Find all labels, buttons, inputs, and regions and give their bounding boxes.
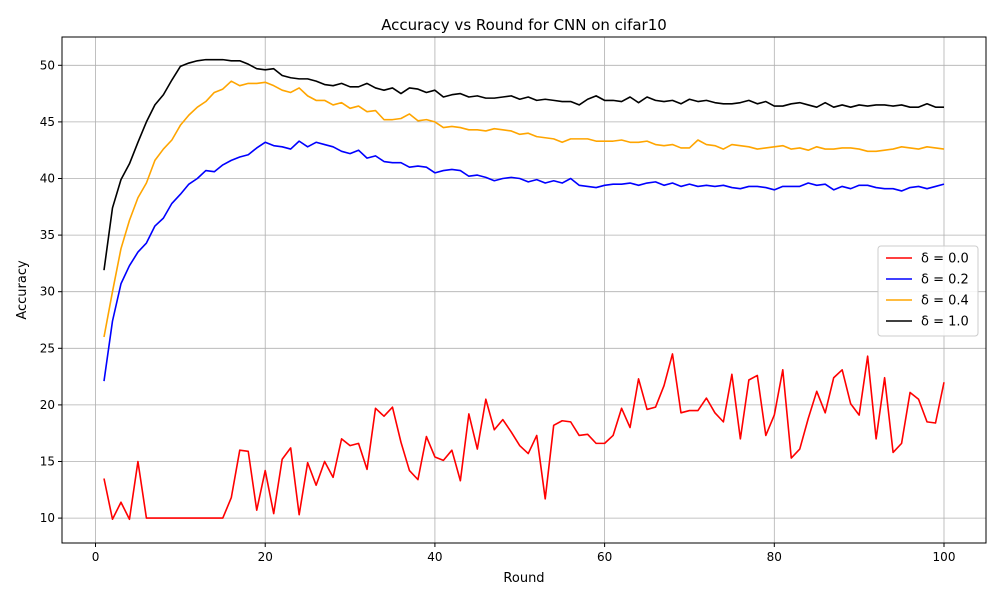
- chart-title: Accuracy vs Round for CNN on cifar10: [381, 16, 667, 34]
- y-axis-label: Accuracy: [15, 260, 30, 320]
- plot-frame: [61, 36, 987, 544]
- y-tick-label: 35: [40, 228, 55, 242]
- x-axis-label: Round: [503, 571, 544, 586]
- y-tick-label: 45: [40, 115, 55, 129]
- series-line-delta-02: [103, 140, 945, 382]
- legend-entry: δ = 0.4: [921, 294, 969, 309]
- y-tick-label: 20: [40, 398, 55, 412]
- legend-box: [877, 245, 979, 337]
- x-tick-label: 80: [767, 550, 782, 564]
- y-tick-label: 25: [40, 341, 55, 355]
- x-tick-label: 100: [933, 550, 956, 564]
- legend-entry: δ = 0.0: [921, 252, 969, 267]
- y-tick-label: 50: [40, 58, 55, 72]
- legend-entry: δ = 0.2: [921, 273, 969, 288]
- x-tick-label: 20: [258, 550, 273, 564]
- y-tick-label: 10: [40, 511, 55, 525]
- y-tick-label: 15: [40, 454, 55, 468]
- series-line-delta-04: [103, 80, 945, 338]
- x-tick-label: 40: [427, 550, 442, 564]
- grid-lines: [62, 37, 986, 543]
- series-lines: [103, 58, 945, 521]
- series-line-delta-00: [103, 353, 945, 521]
- x-axis-ticks: 0 20 40 60 80 100: [92, 543, 956, 564]
- y-tick-label: 30: [40, 285, 55, 299]
- legend: δ = 0.0 δ = 0.2 δ = 0.4 δ = 1.0: [877, 245, 979, 337]
- x-tick-label: 60: [597, 550, 612, 564]
- y-tick-label: 40: [40, 171, 55, 185]
- x-tick-label: 0: [92, 550, 100, 564]
- legend-entry: δ = 1.0: [921, 315, 969, 330]
- y-axis-ticks: 10 15 20 25 30 35 40 45 50: [40, 58, 62, 525]
- series-line-delta-10: [103, 58, 944, 271]
